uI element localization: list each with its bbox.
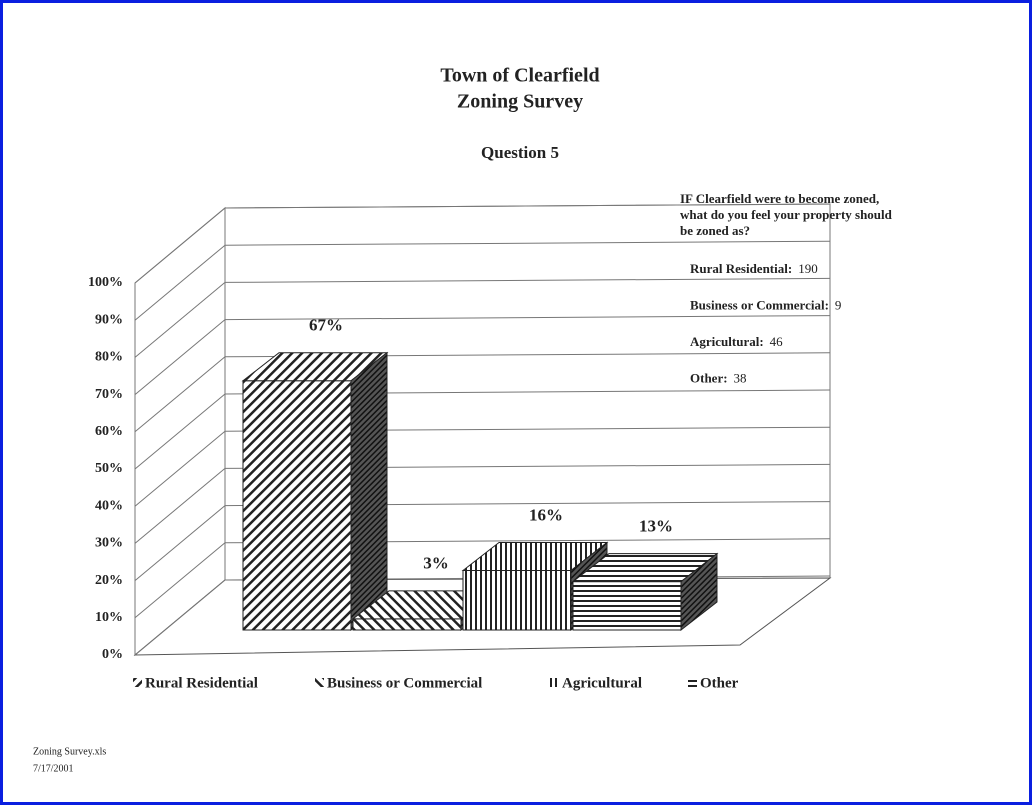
legend-swatch: [133, 678, 142, 687]
grid-line: [134, 393, 226, 470]
y-tick-label: 30%: [95, 536, 123, 551]
annotation: be zoned as?: [680, 223, 750, 238]
count-label: Other: 38: [690, 370, 747, 385]
legend-label: Agricultural: [562, 675, 642, 691]
grid-line: [134, 244, 226, 321]
count-label: Agricultural: 46: [690, 334, 783, 349]
grid-line: [134, 579, 226, 656]
y-tick-label: 80%: [95, 350, 123, 365]
count-value: 190: [798, 261, 818, 276]
grid-line: [134, 505, 226, 581]
grid-line: [134, 430, 226, 507]
value-label: 67%: [309, 316, 343, 335]
y-tick-label: 100%: [88, 275, 123, 290]
y-tick-label: 0%: [102, 647, 123, 662]
count-name: Business or Commercial:: [690, 297, 829, 312]
value-label: 16%: [529, 505, 563, 524]
grid-line: [134, 207, 226, 284]
value-label: 3%: [423, 554, 449, 573]
count-label: Rural Residential: 190: [690, 261, 818, 276]
y-tick-label: 70%: [95, 387, 123, 402]
grid-line: [224, 315, 831, 321]
y-tick-label: 10%: [95, 610, 123, 625]
bar-side: [680, 552, 718, 632]
grid-line: [134, 282, 226, 358]
legend-swatch: [688, 678, 697, 687]
count-value: 46: [770, 334, 784, 349]
chart-title: Town of Clearfield: [440, 65, 599, 87]
count-name: Other:: [690, 370, 728, 385]
legend-swatch: [315, 678, 324, 687]
grid-line: [224, 277, 831, 283]
y-tick-label: 60%: [95, 424, 123, 439]
count-name: Agricultural:: [690, 334, 764, 349]
footer: Zoning Survey.xls: [33, 746, 106, 757]
y-tick-label: 40%: [95, 498, 123, 513]
legend-swatch: [550, 678, 559, 687]
grid-line: [134, 319, 226, 395]
count-label: Business or Commercial: 9: [690, 297, 841, 312]
annotation: what do you feel your property should: [680, 207, 893, 222]
grid-line: [134, 468, 226, 544]
grid-line: [134, 542, 226, 619]
chart-subtitle: Question 5: [481, 143, 559, 162]
y-tick-label: 20%: [95, 573, 123, 588]
y-tick-label: 50%: [95, 461, 123, 476]
footer: 7/17/2001: [33, 763, 74, 774]
y-tick-label: 90%: [95, 312, 123, 327]
value-label: 13%: [639, 517, 673, 536]
annotation: IF Clearfield were to become zoned,: [680, 191, 879, 206]
bar-front: [572, 581, 682, 631]
legend-label: Other: [700, 675, 739, 691]
count-name: Rural Residential:: [690, 261, 792, 276]
bar-side: [350, 351, 388, 632]
legend-label: Business or Commercial: [327, 675, 482, 691]
grid-line: [224, 203, 831, 209]
count-value: 9: [835, 297, 842, 312]
count-value: 38: [734, 370, 747, 385]
bar-front: [462, 569, 572, 631]
legend-label: Rural Residential: [145, 675, 258, 691]
chart-title: Zoning Survey: [457, 91, 583, 113]
bar-front: [352, 618, 462, 631]
grid-line: [224, 240, 831, 246]
bar-front: [242, 380, 352, 631]
grid-line: [134, 356, 226, 433]
